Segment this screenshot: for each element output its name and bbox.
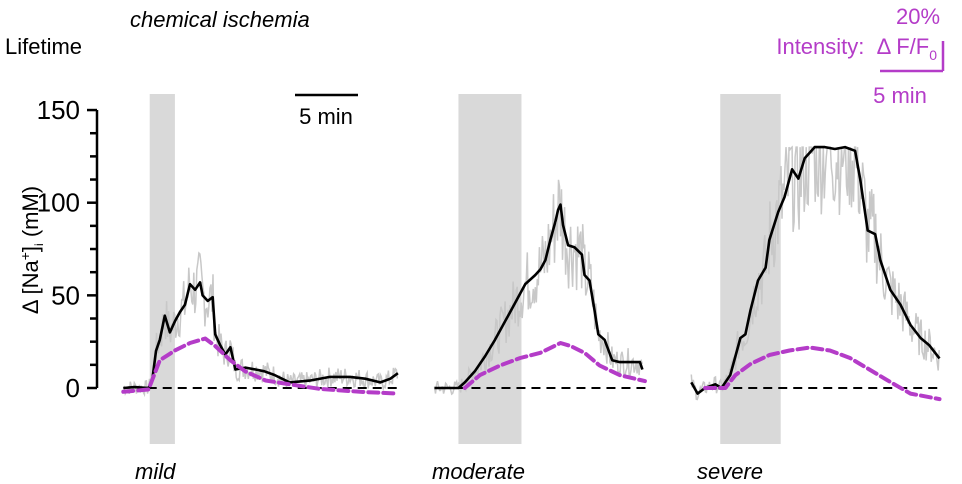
measure-label: Lifetime <box>5 34 82 59</box>
lifetime-trace <box>434 203 644 390</box>
y-label-prefix: Δ [Na <box>18 260 43 315</box>
y-label-bracket: ] <box>18 246 43 252</box>
panel-label-severe: severe <box>697 459 763 484</box>
intensity-trace <box>121 336 400 396</box>
intensity-label: Intensity: Δ F/F0 <box>776 34 937 63</box>
lifetime-trace <box>690 145 941 395</box>
time-scalebar-label: 5 min <box>299 104 353 129</box>
y-tick-label: 100 <box>37 188 80 218</box>
y-tick-label: 50 <box>51 280 80 310</box>
stimulus-band <box>458 94 522 444</box>
raw-lifetime-trace <box>690 145 940 401</box>
intensity-label-prefix: Intensity: Δ F/F <box>776 34 929 59</box>
stimulus-band <box>149 94 175 444</box>
lifetime-trace <box>123 281 399 390</box>
chart-title: chemical ischemia <box>130 7 310 32</box>
y-tick-label: 0 <box>66 373 80 403</box>
y-tick-label: 150 <box>37 95 80 125</box>
panel-mild: mild <box>121 94 400 484</box>
intensity-label-sub: 0 <box>929 47 937 63</box>
panel-label-mild: mild <box>135 459 176 484</box>
y-label-suffix: (mM) <box>18 186 43 243</box>
intensity-scalebar-value: 20% <box>896 4 940 29</box>
y-label-sup: + <box>17 252 33 260</box>
y-axis-label: Δ [Na+]i (mM) <box>17 186 46 314</box>
stimulus-band <box>720 94 781 444</box>
y-label-sub: i <box>32 243 46 246</box>
intensity-scalebar-time-label: 5 min <box>873 83 927 108</box>
raw-lifetime-trace <box>433 179 643 396</box>
panel-label-moderate: moderate <box>432 459 525 484</box>
panel-severe: severe <box>690 94 942 484</box>
panel-moderate: moderate <box>432 94 647 484</box>
